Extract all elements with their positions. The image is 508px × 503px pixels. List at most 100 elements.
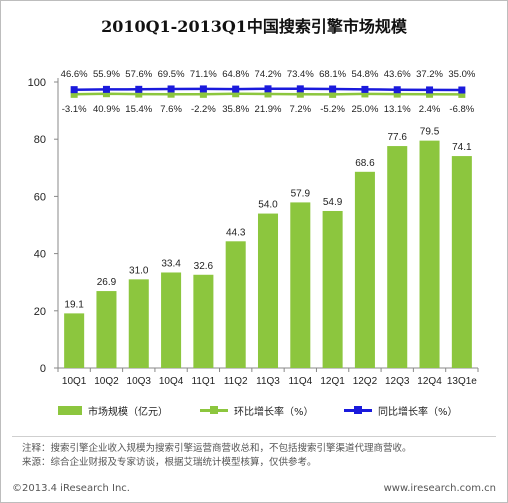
chart-svg: 0 20 40 60 80 100 10Q1 10Q2 10Q3 10Q4 11Q1 11Q2 11Q3… <box>28 69 479 387</box>
bar <box>225 241 246 368</box>
site-url: www.iresearch.com.cn <box>383 483 496 494</box>
data-labels: 19.1 26.9 31.0 33.4 32.6 44.3 54.0 57.9 54.9 68.6… <box>61 69 476 310</box>
yoy-value-label: 55.9% <box>93 69 120 80</box>
qoq-value-label: 7.6% <box>160 104 182 115</box>
bar-value-label: 19.1 <box>64 299 84 310</box>
yoy-point <box>361 85 369 93</box>
axes: 0 20 40 60 80 100 10Q1 10Q2 10Q3 10Q4 11Q1 11Q2 11Q3… <box>28 77 479 387</box>
qoq-value-label: 7.2% <box>289 104 311 115</box>
bar-value-label: 77.6 <box>387 132 407 143</box>
x-tick-label: 10Q1 <box>62 376 87 387</box>
line-series <box>70 85 466 98</box>
copyright: ©2013.4 iResearch Inc. <box>12 483 130 494</box>
x-tick-label: 10Q3 <box>127 376 152 387</box>
bar <box>193 274 214 368</box>
qoq-point <box>167 90 175 98</box>
bar-value-label: 57.9 <box>291 188 311 199</box>
bar <box>419 140 440 368</box>
legend-label-yoy: 同比增长率（%） <box>378 406 458 418</box>
yoy-point <box>102 85 110 93</box>
yoy-point <box>135 85 143 93</box>
x-tick-label: 11Q3 <box>256 376 280 387</box>
qoq-value-label: -5.2% <box>320 104 345 115</box>
yoy-value-label: 74.2% <box>255 69 282 80</box>
bar-value-label: 54.0 <box>258 200 278 211</box>
bar <box>354 171 375 368</box>
bar-value-label: 44.3 <box>226 227 246 238</box>
notes: 注释：搜索引擎企业收入规模为搜索引擎运营商营收总和，不包括搜索引擎渠道代理商营收… <box>22 442 502 470</box>
x-tick-label: 11Q2 <box>224 376 248 387</box>
qoq-point <box>232 90 240 98</box>
legend-item-market-size: 市场规模（亿元） <box>58 402 168 418</box>
yoy-point <box>264 85 272 93</box>
x-tick-label: 12Q4 <box>417 376 442 387</box>
bar <box>161 272 182 368</box>
y-tick-label: 80 <box>34 134 46 146</box>
yoy-point <box>70 86 78 94</box>
chart-title: 2010Q1-2013Q1中国搜索引擎市场规模 <box>101 17 407 36</box>
legend-swatch-yoy <box>344 405 372 415</box>
qoq-point <box>426 90 434 98</box>
qoq-value-label: 40.9% <box>93 104 120 115</box>
legend-label-qoq: 环比增长率（%） <box>234 406 314 418</box>
bar-value-label: 54.9 <box>323 197 343 208</box>
y-tick-label: 60 <box>34 191 46 203</box>
yoy-value-label: 68.1% <box>319 69 346 80</box>
yoy-value-label: 37.2% <box>416 69 443 80</box>
qoq-value-label: 21.9% <box>255 104 282 115</box>
qoq-value-label: -6.8% <box>449 104 474 115</box>
qoq-point <box>361 90 369 98</box>
legend-label-market-size: 市场规模（亿元） <box>88 406 168 418</box>
legend-item-yoy: 同比增长率（%） <box>344 402 458 418</box>
bar-value-label: 68.6 <box>355 158 375 169</box>
yoy-value-label: 57.6% <box>125 69 152 80</box>
yoy-value-label: 73.4% <box>287 69 314 80</box>
y-tick-label: 20 <box>34 306 46 318</box>
bar <box>387 146 408 368</box>
bar <box>290 202 311 368</box>
bar <box>322 210 343 368</box>
qoq-point <box>102 90 110 98</box>
qoq-point <box>70 90 78 98</box>
bar <box>64 313 85 368</box>
qoq-value-label: 15.4% <box>125 104 152 115</box>
bar <box>96 291 117 368</box>
bar <box>257 213 279 368</box>
yoy-value-label: 69.5% <box>158 69 185 80</box>
qoq-value-label: 13.1% <box>384 104 411 115</box>
yoy-point <box>329 85 337 93</box>
x-tick-label: 10Q2 <box>94 376 119 387</box>
qoq-point <box>199 90 207 98</box>
yoy-point <box>426 86 434 94</box>
x-tick-label: 12Q3 <box>385 376 410 387</box>
bar-value-label: 26.9 <box>97 277 117 288</box>
divider <box>12 436 496 437</box>
yoy-point <box>199 85 207 93</box>
x-tick-label: 12Q2 <box>353 376 378 387</box>
yoy-point <box>167 85 175 93</box>
qoq-value-label: 2.4% <box>419 104 441 115</box>
note-comment: 注释：搜索引擎企业收入规模为搜索引擎运营商营收总和，不包括搜索引擎渠道代理商营收… <box>22 443 412 454</box>
yoy-value-label: 71.1% <box>190 69 217 80</box>
qoq-point <box>264 90 272 98</box>
yoy-value-label: 43.6% <box>384 69 411 80</box>
yoy-point <box>458 86 466 94</box>
yoy-value-label: 54.8% <box>351 69 378 80</box>
x-tick-label: 11Q4 <box>288 376 312 387</box>
bar <box>128 279 149 368</box>
qoq-point <box>135 90 143 98</box>
y-tick-label: 100 <box>28 77 46 89</box>
yoy-point <box>296 85 304 93</box>
x-tick-label: 13Q1e <box>447 376 477 387</box>
bar <box>451 156 472 368</box>
qoq-value-label: 35.8% <box>222 104 249 115</box>
qoq-value-label: 25.0% <box>351 104 378 115</box>
bar-series <box>64 140 472 368</box>
yoy-value-label: 35.0% <box>448 69 475 80</box>
yoy-point <box>232 85 240 93</box>
legend: 市场规模（亿元） 环比增长率（%） 同比增长率（%） <box>58 402 498 418</box>
qoq-value-label: -2.2% <box>191 104 216 115</box>
y-tick-label: 0 <box>40 363 46 375</box>
bar-value-label: 31.0 <box>129 265 149 276</box>
x-tick-label: 11Q1 <box>192 376 216 387</box>
